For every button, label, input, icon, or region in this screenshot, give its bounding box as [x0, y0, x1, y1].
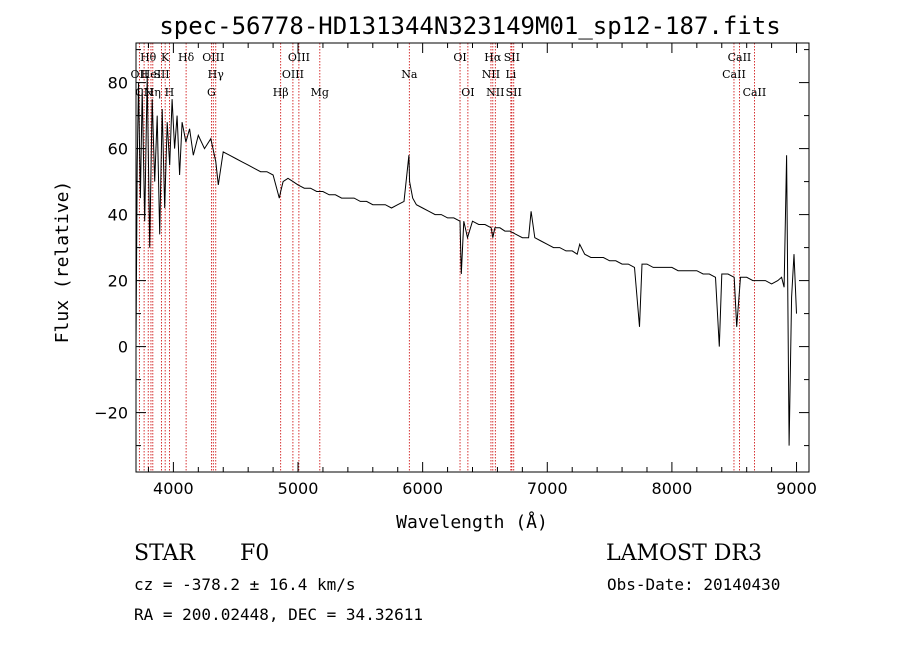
x-axis-ticks: 4000 5000 6000 7000 8000 9000 — [147, 43, 817, 498]
y-axis-ticks: −20 0 20 40 60 80 — [94, 49, 809, 447]
line-label-11: G — [207, 86, 216, 99]
chart-title: spec-56778-HD131344N323149M01_sp12-187.f… — [159, 12, 780, 40]
plot-frame — [135, 42, 810, 473]
y-tick-label-4: 60 — [108, 140, 128, 159]
line-label-20: NII — [482, 68, 500, 81]
survey-name: LAMOST DR3 — [606, 541, 762, 566]
y-tick-label-5: 80 — [108, 74, 128, 93]
line-label-9: OIII — [202, 51, 224, 64]
line-label-25: CaII — [728, 51, 752, 64]
y-tick-label-0: −20 — [94, 404, 128, 423]
x-tick-label-5: 9000 — [776, 479, 817, 498]
line-label-1: Hθ — [140, 51, 157, 64]
line-label-12: Hβ — [273, 86, 289, 99]
line-label-18: OI — [461, 86, 474, 99]
line-label-15: Mg — [311, 86, 329, 99]
y-tick-label-3: 40 — [108, 206, 128, 225]
line-label-24: SII — [506, 86, 522, 99]
line-label-27: CaII — [743, 86, 767, 99]
line-label-4: HeI — [141, 68, 161, 81]
line-label-6: SII — [153, 68, 169, 81]
line-label-19: Hα — [484, 51, 502, 64]
line-label-13: OIII — [288, 51, 310, 64]
object-class: STAR — [134, 541, 196, 566]
line-label-26: CaII — [722, 68, 746, 81]
y-tick-label-2: 20 — [108, 272, 128, 291]
line-label-3: Hη — [145, 86, 161, 99]
line-label-21: NII — [486, 86, 504, 99]
x-tick-label-2: 6000 — [402, 479, 443, 498]
line-label-22: SII — [504, 51, 520, 64]
line-label-16: Na — [401, 68, 418, 81]
line-label-2: CN — [135, 86, 153, 99]
coordinates-text: RA = 200.02448, DEC = 34.32611 — [134, 605, 423, 624]
line-label-5: K — [161, 51, 170, 64]
x-tick-label-1: 5000 — [278, 479, 319, 498]
obs-date-text: Obs-Date: 20140430 — [607, 575, 780, 594]
x-tick-label-0: 4000 — [153, 479, 194, 498]
line-label-14: OIII — [282, 68, 304, 81]
x-tick-label-4: 8000 — [652, 479, 693, 498]
line-label-7: H — [165, 86, 175, 99]
x-tick-label-3: 7000 — [527, 479, 568, 498]
line-label-8: Hδ — [178, 51, 195, 64]
spectrum-series-line — [135, 75, 797, 446]
line-marker-group — [138, 43, 755, 472]
line-label-10: Hγ — [208, 68, 225, 81]
x-axis-label: Wavelength (Å) — [396, 511, 548, 533]
y-axis-label: Flux (relative) — [52, 181, 73, 344]
line-label-23: Li — [505, 68, 516, 81]
redshift-text: cz = -378.2 ± 16.4 km/s — [134, 575, 356, 594]
object-subclass: F0 — [240, 541, 269, 566]
y-tick-label-1: 0 — [118, 338, 128, 357]
line-label-0: OII — [131, 68, 149, 81]
line-label-17: OI — [453, 51, 466, 64]
